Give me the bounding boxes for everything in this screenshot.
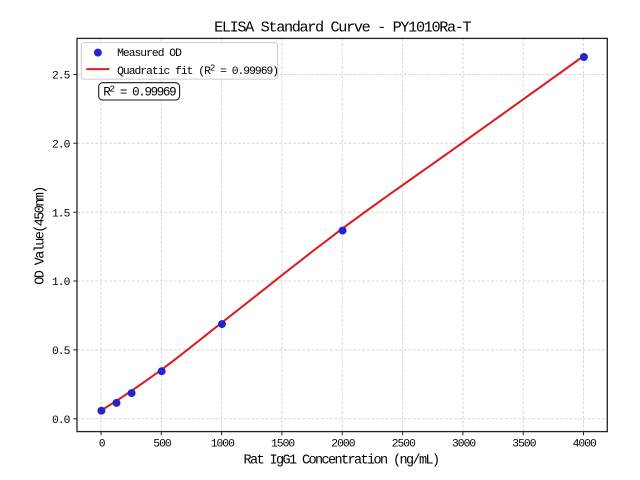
svg-text:2500: 2500 [392, 439, 416, 451]
svg-text:1.0: 1.0 [52, 277, 71, 289]
svg-text:ELISA Standard Curve - PY1010R: ELISA Standard Curve - PY1010Ra-T [214, 18, 471, 36]
svg-text:2.5: 2.5 [52, 71, 71, 83]
svg-text:1000: 1000 [211, 439, 235, 451]
svg-text:3000: 3000 [452, 439, 476, 451]
svg-text:Measured OD: Measured OD [117, 48, 182, 60]
svg-text:0.5: 0.5 [52, 346, 71, 358]
svg-text:Rat IgG1 Concentration (ng/mL): Rat IgG1 Concentration (ng/mL) [243, 454, 438, 469]
svg-text:0: 0 [99, 439, 106, 451]
svg-text:1.5: 1.5 [52, 208, 71, 220]
svg-text:3500: 3500 [512, 439, 536, 451]
svg-text:4000: 4000 [573, 439, 597, 451]
svg-text:0.0: 0.0 [52, 415, 71, 427]
svg-text:Quadratic fit (R2 = 0.99969): Quadratic fit (R2 = 0.99969) [117, 63, 278, 78]
svg-text:2.0: 2.0 [52, 139, 71, 151]
svg-text:1500: 1500 [271, 439, 295, 451]
svg-text:2000: 2000 [331, 439, 355, 451]
svg-text:OD Value(450nm): OD Value(450nm) [34, 187, 49, 285]
svg-text:R2 = 0.99969: R2 = 0.99969 [103, 84, 176, 100]
svg-text:500: 500 [153, 439, 172, 451]
